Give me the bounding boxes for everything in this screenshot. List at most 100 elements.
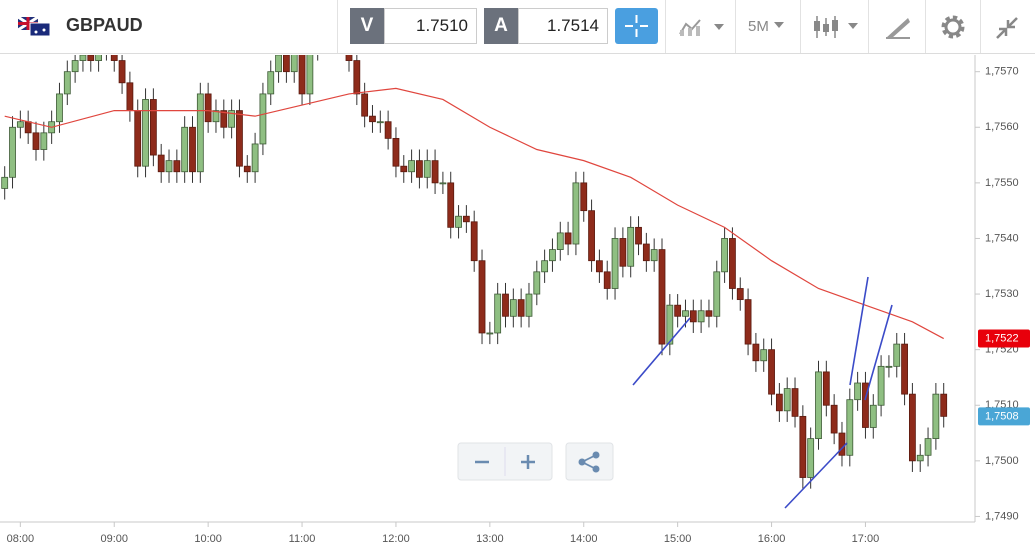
- separator: [800, 0, 801, 53]
- x-tick-label: 10:00: [194, 533, 222, 545]
- separator: [735, 0, 736, 53]
- candle-body: [721, 238, 728, 273]
- candle-body: [541, 260, 549, 273]
- dropdown-arrow[interactable]: [773, 20, 787, 30]
- y-tick-label: 1,7540: [985, 232, 1019, 244]
- plot-area: [1, 33, 948, 489]
- candle-body: [423, 160, 431, 178]
- flag-icon: [18, 17, 50, 37]
- candle-body: [126, 82, 134, 111]
- candle-body: [298, 55, 306, 95]
- candle-body: [556, 232, 564, 250]
- share-box: [565, 442, 614, 481]
- share-button[interactable]: [578, 451, 600, 473]
- zoom-controls: [457, 442, 614, 481]
- zoom-in-button[interactable]: [521, 455, 535, 469]
- draw-button[interactable]: [884, 14, 912, 40]
- candle-body: [689, 310, 697, 323]
- candle-body: [627, 226, 635, 267]
- candle-body: [830, 404, 838, 434]
- collapse-button[interactable]: [995, 16, 1019, 40]
- symbol: GBPAUD: [66, 15, 143, 35]
- candle-body: [369, 115, 376, 123]
- candle-body: [439, 182, 447, 185]
- candle-body: [259, 93, 267, 145]
- candle-body: [149, 99, 157, 156]
- candle-body: [455, 215, 462, 228]
- x-tick-label: 12:00: [382, 533, 410, 545]
- candle-body: [345, 55, 353, 61]
- candle-body: [729, 238, 736, 289]
- candle-body: [79, 55, 87, 61]
- y-tick-label: 1,7530: [985, 288, 1019, 300]
- candle-body: [509, 299, 517, 317]
- timeframe[interactable]: 5M: [748, 18, 769, 35]
- candle-body: [893, 343, 901, 367]
- candle-body: [862, 382, 869, 428]
- candle-body: [533, 271, 541, 295]
- candle-body: [462, 215, 470, 223]
- separator: [337, 0, 338, 53]
- buy-price[interactable]: 1.7514: [518, 8, 608, 44]
- buy-label[interactable]: A: [484, 8, 518, 44]
- candle-body: [63, 71, 71, 95]
- trend-line[interactable]: [784, 442, 848, 509]
- candle-body: [885, 365, 893, 368]
- candle-body: [815, 371, 822, 440]
- candle-body: [282, 55, 290, 73]
- x-tick-label: 09:00: [100, 533, 128, 545]
- candle-body: [267, 71, 275, 95]
- chart-type-button[interactable]: [678, 16, 728, 38]
- separator: [868, 0, 869, 53]
- candle-body: [416, 160, 423, 178]
- candle-body: [220, 110, 228, 128]
- separator: [925, 0, 926, 53]
- candle-body: [275, 55, 282, 73]
- trend-line[interactable]: [864, 304, 893, 401]
- x-tick-label: 14:00: [570, 533, 598, 545]
- trend-lines: [632, 276, 893, 509]
- x-tick-label: 13:00: [476, 533, 504, 545]
- candle-body: [603, 271, 611, 289]
- candle-body: [110, 55, 118, 61]
- candle-body: [173, 160, 181, 173]
- candle-body: [338, 33, 344, 39]
- x-tick-label: 16:00: [758, 533, 786, 545]
- separator: [980, 0, 981, 53]
- candle-body: [486, 332, 494, 335]
- candle-body: [549, 249, 556, 262]
- candle-body: [189, 126, 196, 173]
- trend-line[interactable]: [632, 317, 691, 386]
- candle-body: [611, 238, 619, 289]
- trend-line[interactable]: [849, 276, 869, 386]
- candle-body: [24, 121, 32, 134]
- candle-body: [181, 126, 189, 173]
- y-tick-label: 1,7490: [985, 510, 1019, 522]
- candle-body: [697, 310, 705, 323]
- candle-body: [431, 160, 439, 184]
- settings-button[interactable]: [940, 14, 966, 40]
- x-tick-label: 08:00: [7, 533, 35, 545]
- x-tick-label: 17:00: [852, 533, 880, 545]
- candle-body: [71, 60, 79, 73]
- candle-body: [775, 393, 783, 412]
- candle-style-button[interactable]: [813, 14, 861, 40]
- crosshair-button[interactable]: [615, 8, 658, 44]
- candle-body: [869, 404, 877, 428]
- candle-body: [95, 55, 102, 61]
- separator: [665, 0, 666, 53]
- y-tick-label: 1,7500: [985, 455, 1019, 467]
- sell-price[interactable]: 1.7510: [384, 8, 477, 44]
- candle-body: [674, 304, 682, 317]
- candle-body: [932, 393, 940, 440]
- sell-label[interactable]: V: [350, 8, 384, 44]
- candle-body: [822, 371, 830, 406]
- candle-body: [658, 249, 666, 345]
- candle-body: [682, 310, 689, 317]
- candle-body: [157, 154, 165, 173]
- candle-body: [32, 132, 40, 150]
- candle-body: [642, 243, 650, 262]
- candle-body: [40, 132, 48, 150]
